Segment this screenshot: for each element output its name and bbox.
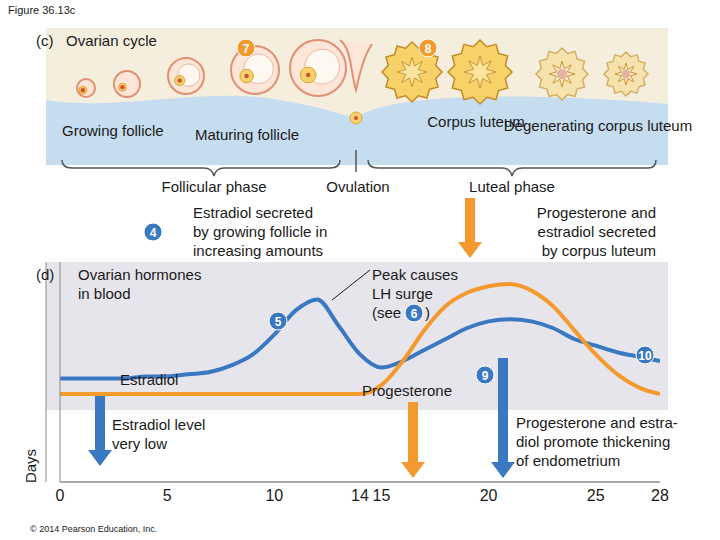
svg-text:Progesterone: Progesterone	[362, 382, 452, 399]
svg-text:14: 14	[351, 487, 369, 504]
svg-text:10: 10	[638, 349, 652, 363]
svg-text:(see: (see	[372, 304, 401, 321]
svg-text:Estradiol: Estradiol	[120, 371, 178, 388]
svg-text:© 2014 Pearson Education, Inc.: © 2014 Pearson Education, Inc.	[30, 524, 157, 534]
svg-text:7: 7	[243, 42, 250, 56]
svg-text:9: 9	[482, 369, 489, 383]
svg-text:Peak causesLH surge: Peak causesLH surge	[372, 266, 458, 302]
svg-text:Corpus luteum: Corpus luteum	[427, 113, 525, 130]
svg-text:15: 15	[373, 487, 391, 504]
svg-text:Progesterone and estra-diol pr: Progesterone and estra-diol promote thic…	[516, 414, 678, 469]
svg-text:Growing follicle: Growing follicle	[62, 122, 164, 139]
svg-text:Figure 36.13c: Figure 36.13c	[8, 4, 76, 16]
svg-text:Progesterone andestradiol secr: Progesterone andestradiol secretedby cor…	[537, 204, 656, 259]
svg-text:4: 4	[150, 226, 157, 240]
svg-text:Estradiol levelvery low: Estradiol levelvery low	[112, 416, 205, 452]
svg-text:10: 10	[265, 487, 283, 504]
svg-text:Ovarian hormonesin blood: Ovarian hormonesin blood	[78, 266, 201, 302]
svg-text:Maturing follicle: Maturing follicle	[195, 126, 299, 143]
svg-text:Estradiol secretedby growing f: Estradiol secretedby growing follicle in…	[193, 204, 327, 259]
svg-text:6: 6	[411, 307, 418, 321]
svg-text:Luteal phase: Luteal phase	[469, 178, 555, 195]
svg-text:25: 25	[587, 487, 605, 504]
svg-text:8: 8	[425, 42, 432, 56]
svg-text:Ovulation: Ovulation	[326, 178, 389, 195]
svg-text:0: 0	[56, 487, 65, 504]
svg-text:28: 28	[651, 487, 669, 504]
svg-text:20: 20	[480, 487, 498, 504]
svg-text:Days: Days	[22, 449, 39, 483]
svg-text:Degenerating corpus luteum: Degenerating corpus luteum	[504, 117, 692, 134]
svg-text:(d): (d)	[36, 266, 54, 283]
svg-text:(c): (c)	[36, 32, 54, 49]
svg-text:Follicular phase: Follicular phase	[161, 178, 266, 195]
svg-text:): )	[425, 304, 430, 321]
svg-text:5: 5	[163, 487, 172, 504]
svg-text:5: 5	[275, 315, 282, 329]
svg-text:Ovarian cycle: Ovarian cycle	[66, 32, 157, 49]
